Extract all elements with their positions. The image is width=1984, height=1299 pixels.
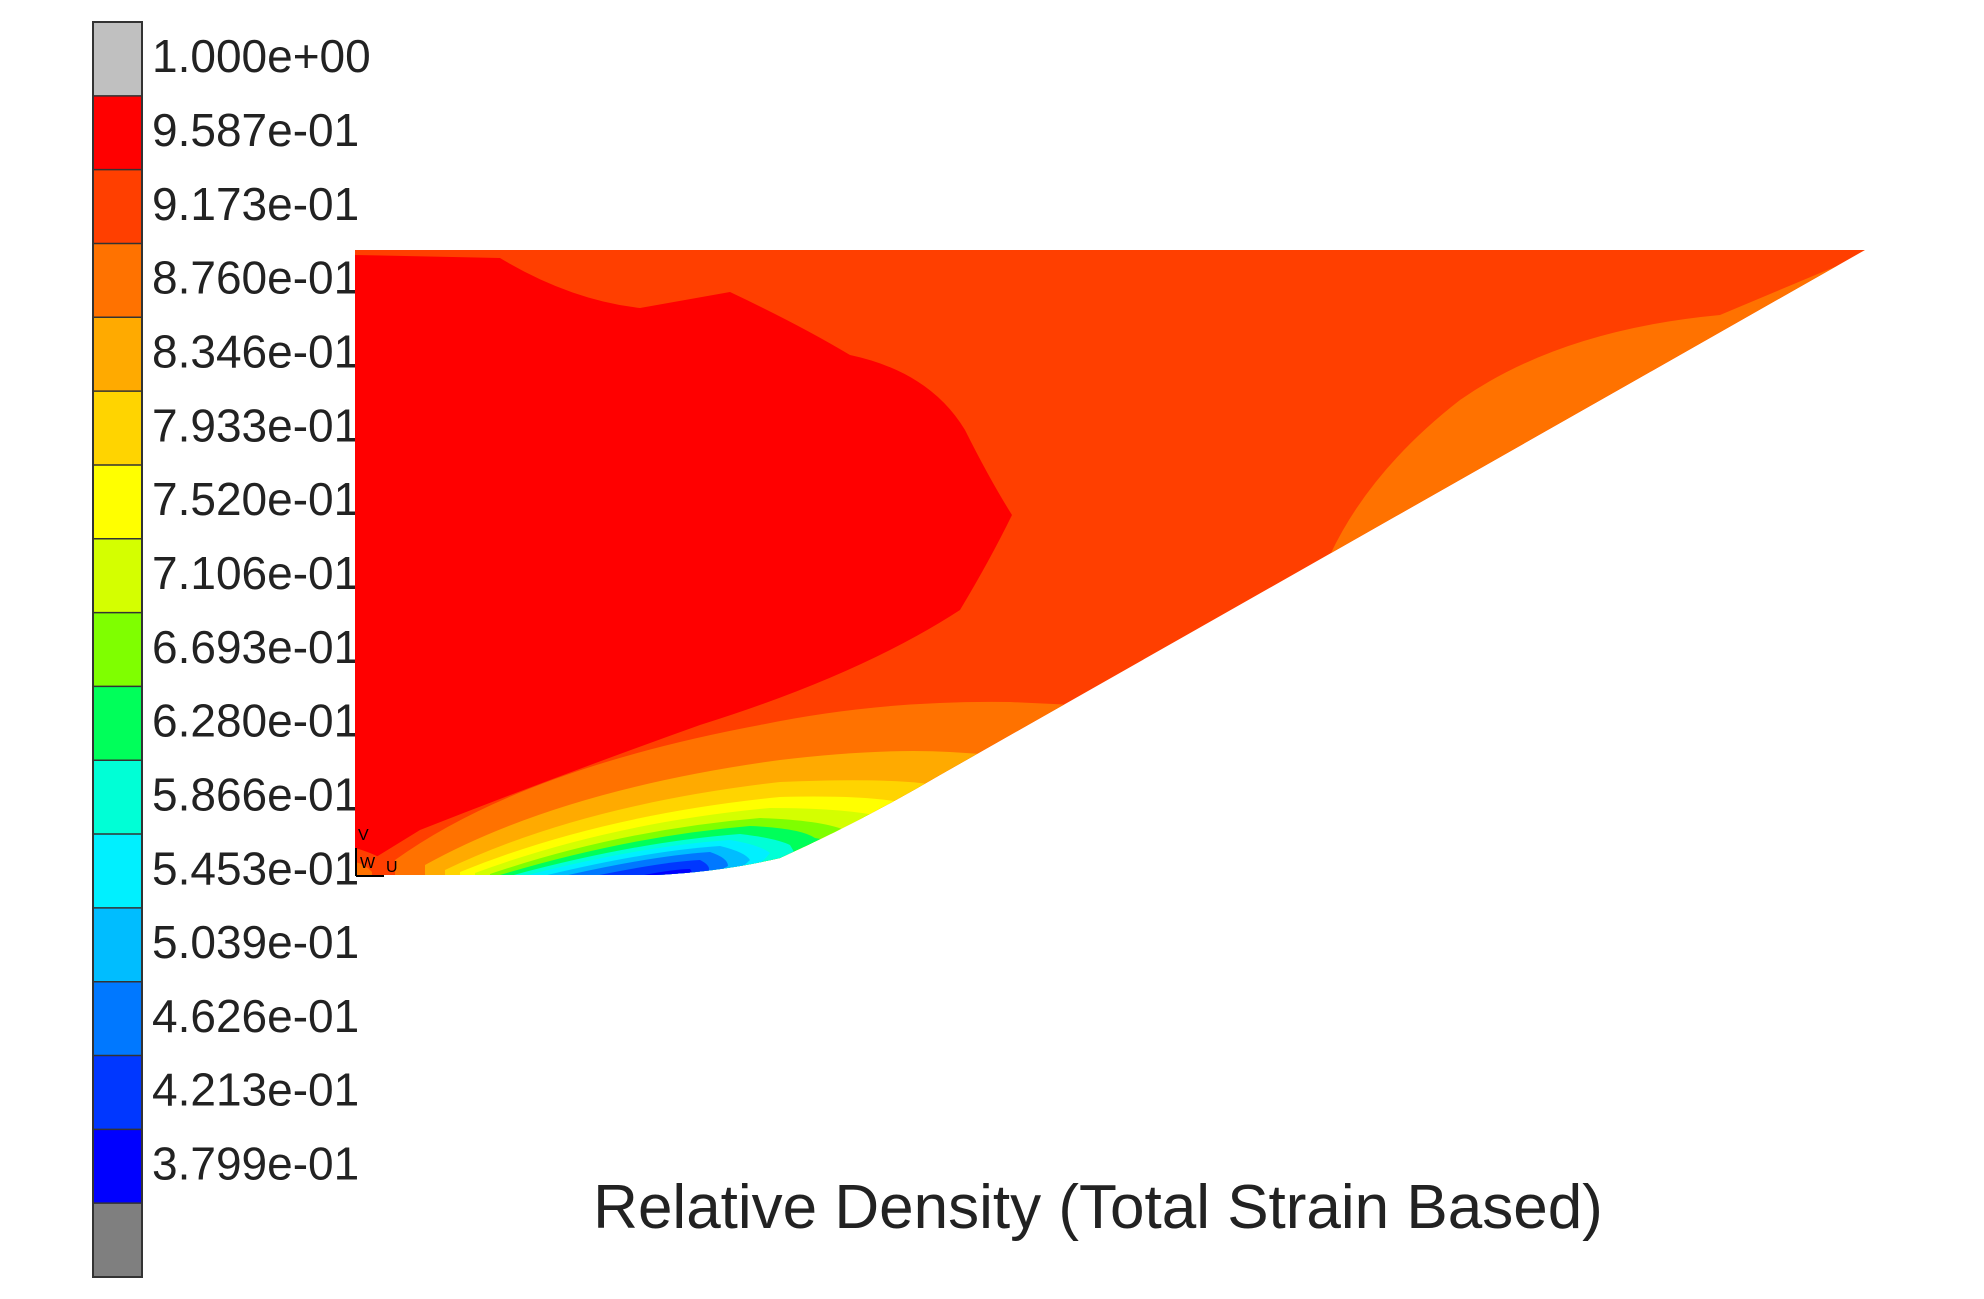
legend-label: 4.213e-01 bbox=[152, 1064, 359, 1116]
legend-label: 6.280e-01 bbox=[152, 695, 359, 747]
legend-band bbox=[93, 612, 142, 687]
plot-title: Relative Density (Total Strain Based) bbox=[593, 1173, 1603, 1242]
axis-triad: V W U bbox=[355, 827, 398, 877]
legend-band bbox=[93, 391, 142, 466]
legend-label: 4.626e-01 bbox=[152, 990, 359, 1042]
legend-label: 7.106e-01 bbox=[152, 547, 359, 599]
corner-band-876 bbox=[355, 862, 372, 875]
legend-band bbox=[93, 686, 142, 761]
legend-label: 5.453e-01 bbox=[152, 842, 359, 894]
legend-band bbox=[93, 1129, 142, 1204]
legend-band bbox=[93, 22, 142, 97]
legend-label: 3.799e-01 bbox=[152, 1138, 359, 1190]
legend-band bbox=[93, 834, 142, 909]
legend-band bbox=[93, 538, 142, 614]
band-380 bbox=[620, 869, 692, 875]
legend-band bbox=[93, 760, 142, 835]
legend-label: 7.933e-01 bbox=[152, 399, 359, 451]
legend-band bbox=[93, 907, 142, 983]
legend-label: 6.693e-01 bbox=[152, 621, 359, 673]
legend-band bbox=[93, 317, 142, 392]
legend-label: 8.346e-01 bbox=[152, 325, 359, 377]
color-legend bbox=[93, 22, 142, 1278]
density-contour-field bbox=[355, 250, 1865, 875]
legend-band bbox=[93, 169, 142, 244]
legend-band bbox=[93, 243, 142, 318]
legend-labels: 1.000e+00 9.587e-01 9.173e-01 8.760e-01 8.34… bbox=[152, 30, 371, 1189]
triad-u-label: U bbox=[386, 859, 398, 876]
legend-band bbox=[93, 1055, 142, 1130]
legend-label: 7.520e-01 bbox=[152, 473, 359, 525]
legend-label: 5.039e-01 bbox=[152, 916, 359, 968]
legend-band bbox=[93, 95, 142, 171]
legend-band bbox=[93, 981, 142, 1057]
triad-v-label: V bbox=[358, 827, 369, 844]
legend-label: 1.000e+00 bbox=[152, 30, 371, 82]
band-959 bbox=[355, 255, 1012, 870]
legend-label: 5.866e-01 bbox=[152, 768, 359, 820]
legend-label: 9.587e-01 bbox=[152, 104, 359, 156]
legend-band bbox=[93, 464, 142, 540]
legend-band bbox=[93, 1203, 142, 1278]
legend-label: 9.173e-01 bbox=[152, 178, 359, 230]
legend-frame bbox=[92, 21, 143, 1278]
triad-w-label: W bbox=[360, 855, 376, 872]
legend-label: 8.760e-01 bbox=[152, 252, 359, 304]
